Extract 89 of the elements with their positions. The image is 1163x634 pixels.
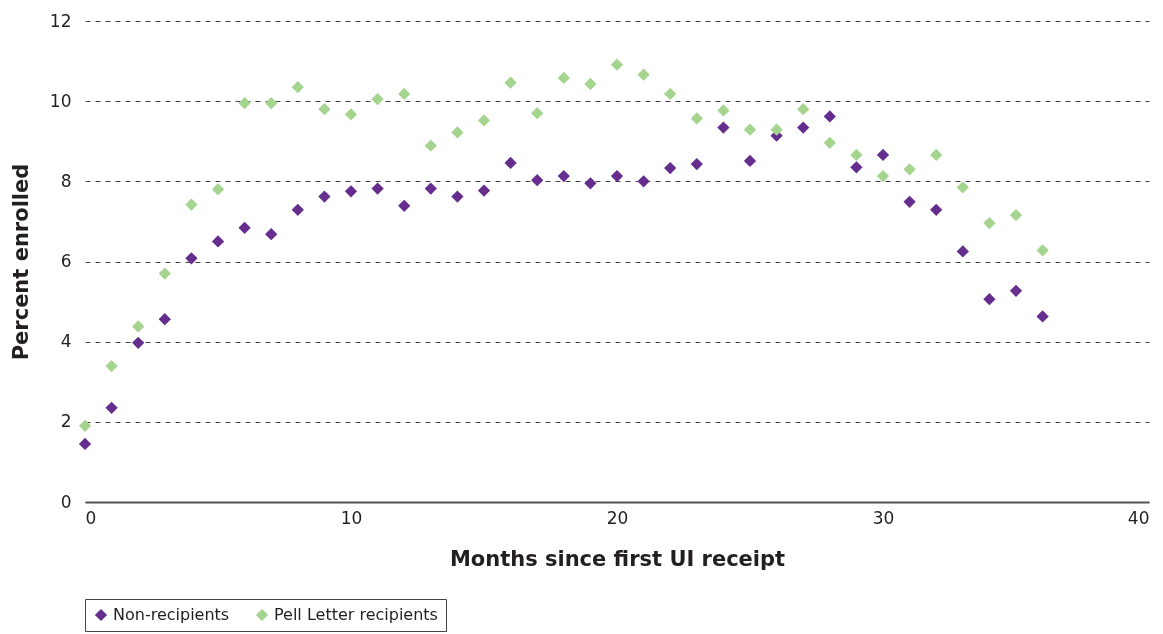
y-tick-label: 2	[60, 411, 72, 432]
point	[477, 114, 491, 127]
point	[238, 97, 251, 110]
point	[291, 81, 304, 94]
point	[584, 77, 597, 91]
point	[158, 313, 171, 326]
point	[265, 228, 278, 241]
point	[876, 148, 890, 161]
point	[637, 175, 650, 188]
point	[318, 103, 331, 116]
point	[584, 177, 597, 190]
point	[291, 203, 304, 216]
point	[531, 107, 544, 120]
x-axis-title: Months since first UI receipt	[449, 546, 786, 571]
point	[265, 97, 278, 110]
point	[983, 293, 996, 306]
point	[371, 93, 384, 106]
x-tick-label: 40	[1127, 507, 1150, 528]
point	[238, 221, 251, 234]
y-tick-label: 4	[60, 331, 72, 352]
point	[398, 87, 411, 101]
point	[797, 121, 810, 134]
point	[610, 170, 624, 183]
point	[717, 104, 730, 117]
point	[1009, 208, 1023, 222]
y-tick-label: 10	[49, 90, 72, 111]
point	[477, 184, 491, 197]
y-tick-label: 0	[60, 491, 72, 512]
point	[664, 161, 677, 175]
point	[557, 71, 570, 85]
point	[797, 103, 810, 116]
point	[504, 156, 517, 170]
point	[1009, 284, 1023, 297]
point	[876, 170, 890, 183]
point	[132, 336, 145, 349]
point	[770, 123, 783, 136]
point	[451, 190, 464, 203]
point	[983, 216, 996, 230]
point	[956, 181, 969, 194]
point	[557, 170, 570, 183]
point	[344, 185, 358, 198]
point	[105, 359, 118, 373]
point	[690, 157, 703, 171]
point	[903, 195, 916, 208]
point	[850, 161, 863, 174]
point	[850, 148, 863, 161]
point	[956, 245, 969, 258]
x-tick-label: 30	[872, 507, 895, 528]
x-tick-label: 20	[606, 507, 629, 528]
point	[424, 139, 437, 152]
point	[211, 235, 225, 248]
point	[823, 110, 836, 123]
point	[717, 121, 730, 134]
y-tick-label: 6	[60, 251, 72, 271]
y-tick-label: 12	[49, 10, 72, 31]
point	[743, 123, 757, 136]
point	[132, 320, 145, 333]
point	[930, 203, 943, 216]
point	[664, 87, 677, 101]
legend-label: Pell Letter recipients	[274, 605, 438, 624]
point	[105, 401, 118, 414]
point	[318, 190, 331, 203]
point	[78, 419, 92, 432]
point	[185, 252, 198, 265]
y-axis-title: Percent enrolled	[8, 163, 33, 361]
point	[398, 199, 411, 212]
point	[930, 148, 943, 161]
point	[78, 437, 92, 450]
point	[1036, 310, 1049, 323]
point	[690, 112, 703, 125]
point	[185, 198, 198, 211]
point	[531, 174, 544, 187]
point	[743, 154, 757, 168]
point	[371, 182, 384, 195]
point	[903, 163, 916, 176]
x-tick-label: 10	[340, 507, 363, 528]
point	[823, 136, 836, 149]
point	[610, 58, 624, 71]
legend-label: Non-recipients	[113, 605, 230, 624]
point	[158, 267, 171, 280]
point	[637, 68, 650, 81]
x-tick-label: 0	[85, 507, 97, 528]
point	[1036, 244, 1049, 257]
y-tick-label: 8	[60, 170, 72, 191]
point	[344, 108, 358, 121]
point	[424, 182, 437, 195]
point	[451, 126, 464, 139]
point	[504, 76, 517, 89]
point	[211, 183, 225, 196]
